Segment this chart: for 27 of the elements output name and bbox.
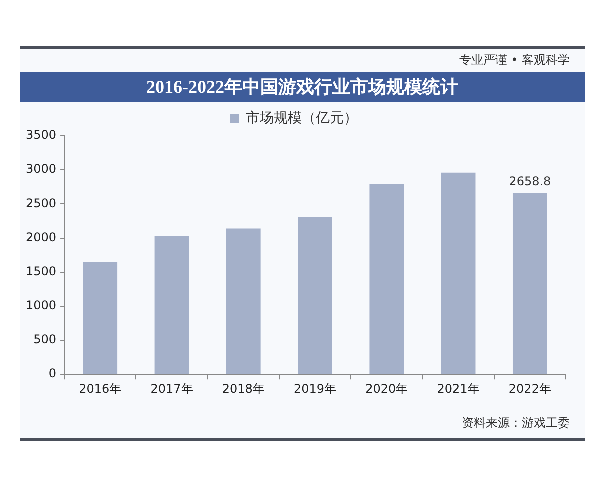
- y-tick-label: 500: [34, 332, 57, 347]
- bar: [226, 228, 261, 374]
- x-tick-label: 2017年: [150, 382, 194, 396]
- data-label: 2658.8: [509, 174, 552, 188]
- bar: [441, 172, 476, 374]
- bar: [83, 262, 118, 374]
- bar: [370, 184, 404, 374]
- x-tick-label: 2016年: [79, 382, 122, 396]
- text: 资料来源：游戏工委: [462, 415, 570, 432]
- bar: [298, 217, 332, 374]
- x-tick-label: 2021年: [437, 382, 480, 396]
- x-tick-label: 2020年: [366, 382, 408, 396]
- y-tick-label: 2000: [26, 230, 57, 244]
- y-tick-label: 1500: [26, 264, 57, 278]
- bar: [512, 193, 548, 374]
- bar: [154, 236, 190, 374]
- chart-title: 2016-2022年中国游戏行业市场规模统计: [20, 72, 585, 102]
- y-tick-label: 3000: [26, 162, 57, 176]
- x-tick-label: 2022年: [508, 382, 552, 396]
- legend-label: 市场规模（亿元）: [246, 110, 358, 127]
- y-tick-label: 3500: [26, 128, 57, 142]
- y-tick-label: 1000: [26, 298, 57, 313]
- x-tick-label: 2018年: [222, 382, 265, 396]
- y-tick-label: 2500: [26, 196, 57, 210]
- y-tick-label: 0: [48, 366, 57, 381]
- text: 专业严谨 • 客观科学: [459, 52, 570, 69]
- x-tick-label: 2019年: [294, 382, 337, 396]
